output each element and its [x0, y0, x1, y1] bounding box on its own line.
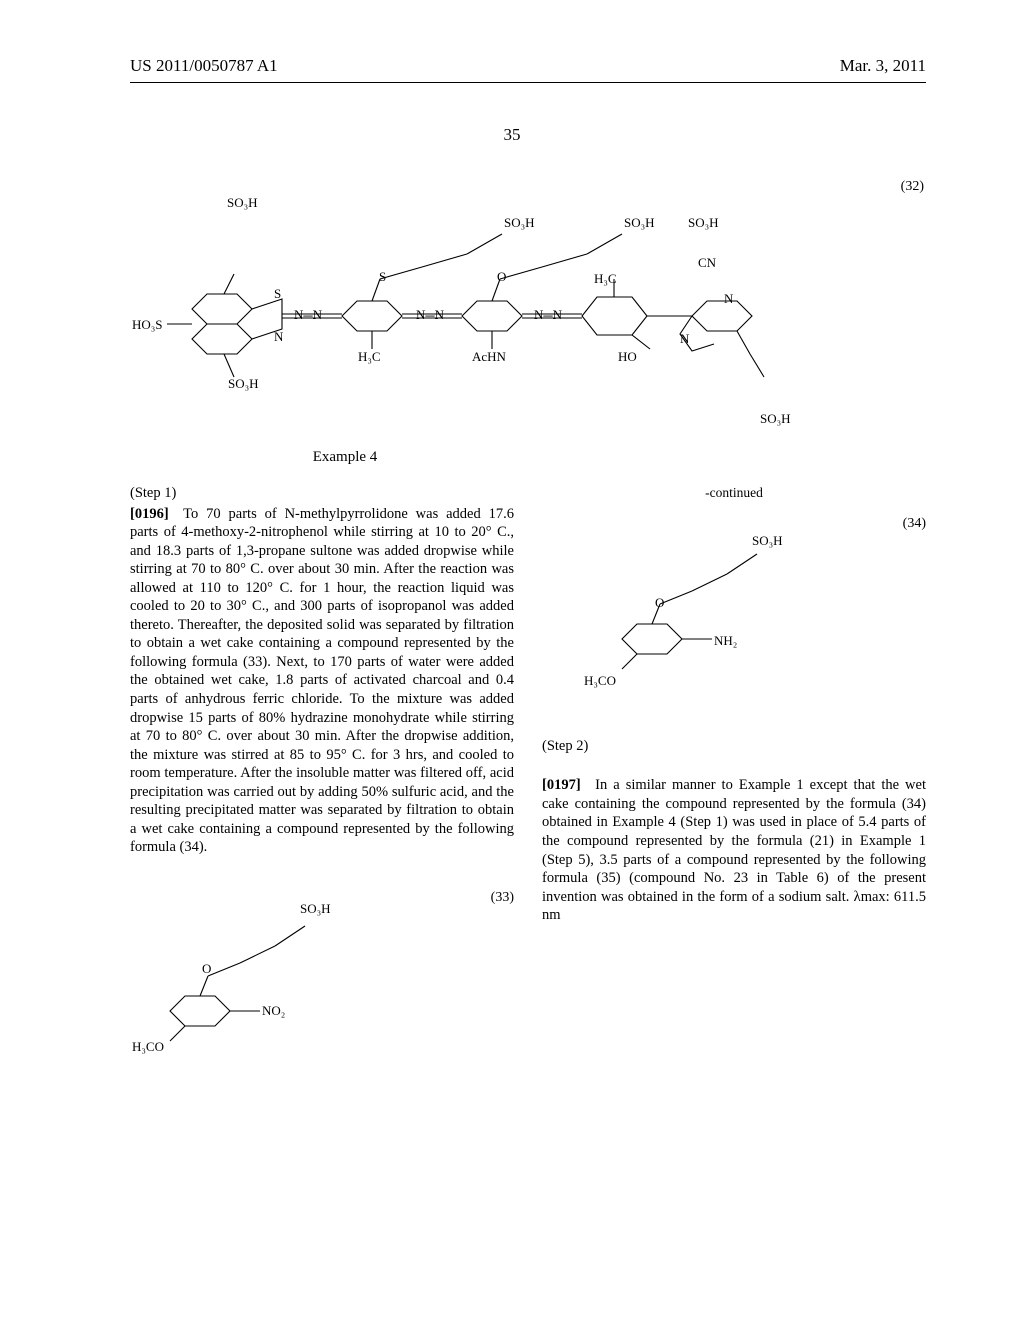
para-0196-text: To 70 parts of N-methylpyrrolidone was a…	[130, 506, 514, 856]
paragraph-0197: [0197] In a similar manner to Example 1 …	[542, 776, 926, 924]
label-n: N	[274, 329, 283, 345]
two-column-body: (Step 1) [0196] To 70 parts of N-methylp…	[130, 484, 926, 1071]
column-right: -continued (34) SO₃H O NH₂ H₃CO (Step	[542, 484, 926, 1071]
chem-svg-33	[130, 891, 360, 1071]
label-h3c: H₃C	[594, 271, 617, 287]
label-no2: NO₂	[262, 1003, 285, 1020]
label-h3co: H₃CO	[584, 673, 616, 690]
header-date: Mar. 3, 2011	[840, 56, 926, 76]
label-so3h: SO₃H	[227, 195, 258, 211]
formula-number-34: (34)	[903, 515, 926, 533]
chem-structure-34: (34) SO₃H O NH₂ H₃CO	[542, 507, 926, 717]
label-s: S	[379, 269, 386, 285]
formula-number-33: (33)	[491, 889, 514, 907]
doc-number: US 2011/0050787 A1	[130, 56, 278, 76]
chem-structure-32: (32)	[132, 179, 924, 439]
label-n-eq-n: N═N	[294, 307, 322, 323]
step-2-label: (Step 2)	[542, 737, 926, 756]
label-ho3s: HO₃S	[132, 317, 163, 333]
label-h3c: H₃C	[358, 349, 381, 365]
label-so3h: SO₃H	[688, 215, 719, 231]
continued-label: -continued	[542, 484, 926, 501]
label-so3h: SO₃H	[624, 215, 655, 231]
label-o: O	[497, 269, 506, 285]
example-4-heading: Example 4	[155, 449, 535, 466]
label-o: O	[202, 961, 211, 978]
label-so3h: SO₃H	[752, 533, 783, 550]
page-header: US 2011/0050787 A1 Mar. 3, 2011	[0, 0, 1024, 76]
label-o: O	[655, 595, 664, 612]
paragraph-0196: [0196] To 70 parts of N-methylpyrrolidon…	[130, 505, 514, 857]
label-so3h: SO₃H	[504, 215, 535, 231]
label-cn: CN	[698, 255, 716, 271]
label-achn: AcHN	[472, 349, 506, 365]
label-n: N	[680, 331, 689, 347]
label-ho: HO	[618, 349, 637, 365]
label-n: N	[724, 291, 733, 307]
label-n-eq-n: N═N	[534, 307, 562, 323]
step-1-label: (Step 1)	[130, 484, 514, 503]
header-rule	[130, 82, 926, 83]
chem-structure-33: (33) SO₃H O NO₂ H₃CO	[130, 881, 514, 1071]
label-so3h: SO₃H	[228, 376, 259, 392]
para-num-0196: [0196]	[130, 506, 169, 522]
label-nh2: NH₂	[714, 633, 737, 650]
label-n-eq-n: N═N	[416, 307, 444, 323]
label-so3h: SO₃H	[300, 901, 331, 918]
label-s: S	[274, 286, 281, 302]
para-num-0197: [0197]	[542, 777, 581, 793]
page-number: 35	[0, 125, 1024, 145]
label-h3co: H₃CO	[132, 1039, 164, 1056]
column-left: (Step 1) [0196] To 70 parts of N-methylp…	[130, 484, 514, 1071]
para-0197-text: In a similar manner to Example 1 except …	[542, 777, 926, 923]
label-so3h: SO₃H	[760, 411, 791, 427]
